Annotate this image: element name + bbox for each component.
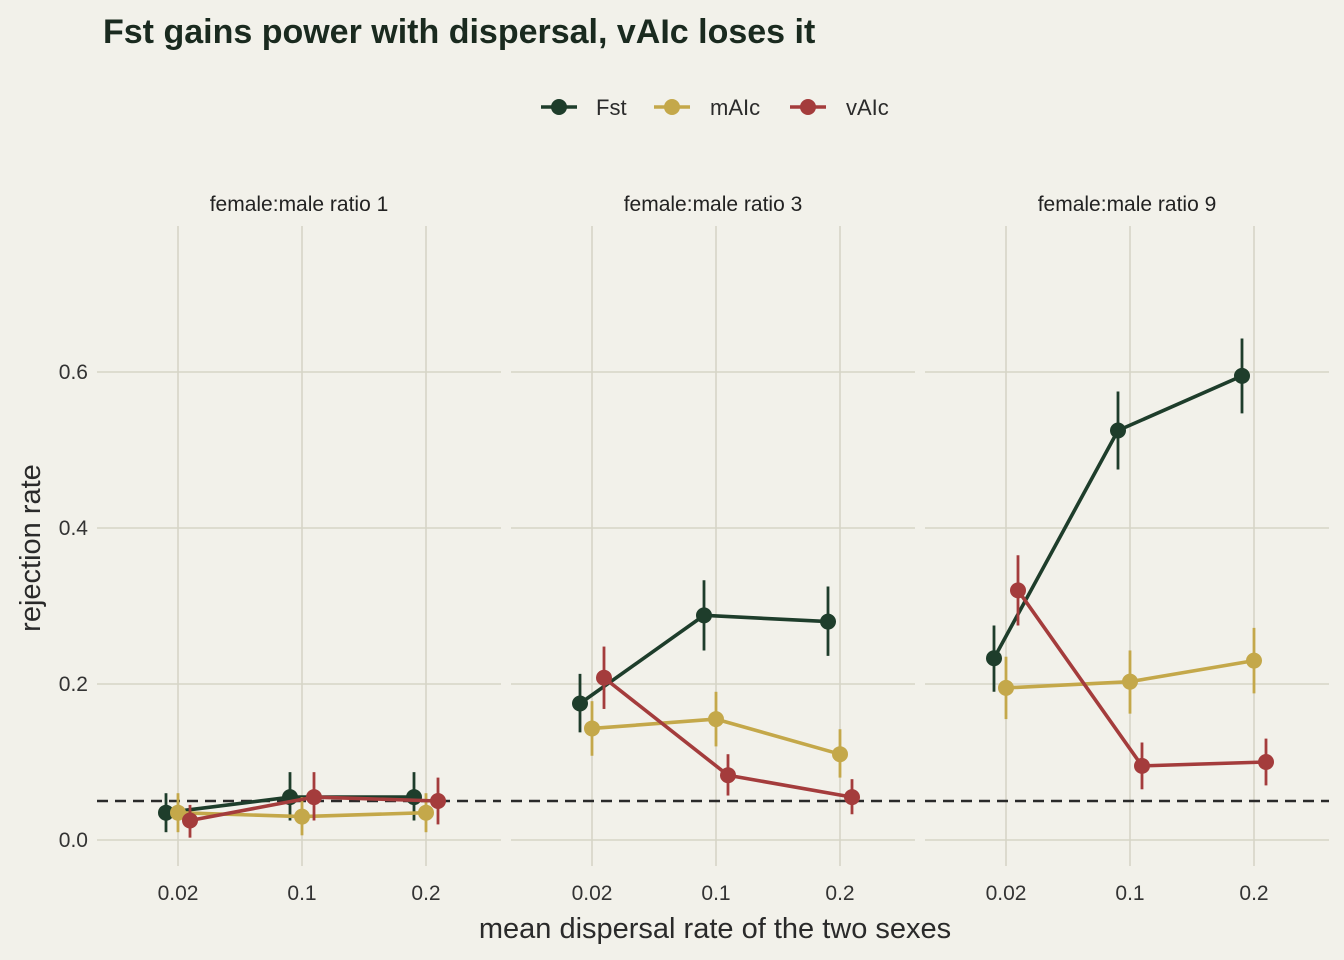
panel-1: female:male ratio 1 0.02 0.1 0.2 bbox=[97, 193, 501, 905]
data-point bbox=[1246, 652, 1262, 669]
series-maic bbox=[584, 691, 848, 778]
data-point bbox=[418, 804, 434, 821]
data-point bbox=[1110, 422, 1126, 439]
legend-item-fst: Fst bbox=[541, 95, 627, 120]
x-tick-label: 0.02 bbox=[986, 882, 1027, 905]
data-point bbox=[406, 789, 422, 806]
legend-label-maic: mAIc bbox=[710, 95, 760, 120]
x-tick-label: 0.2 bbox=[411, 882, 440, 905]
y-tick-label: 0.4 bbox=[59, 517, 89, 540]
data-point bbox=[820, 613, 836, 630]
y-tick-label: 0.0 bbox=[59, 829, 88, 852]
y-axis-title: rejection rate bbox=[15, 464, 47, 632]
legend-label-fst: Fst bbox=[596, 95, 627, 120]
series-maic bbox=[998, 627, 1262, 720]
data-point bbox=[596, 669, 612, 686]
data-point bbox=[430, 793, 446, 809]
x-axis-title: mean dispersal rate of the two sexes bbox=[479, 913, 951, 945]
data-point bbox=[572, 695, 588, 712]
data-point bbox=[182, 812, 198, 829]
legend-marker-maic bbox=[664, 99, 680, 115]
facet-panels: female:male ratio 10.02 0.1 0.2female:male… bbox=[97, 193, 1329, 905]
data-point bbox=[1258, 754, 1274, 770]
data-point bbox=[720, 767, 736, 784]
data-point bbox=[986, 650, 1002, 667]
series-fst bbox=[572, 580, 836, 733]
series-vaic bbox=[596, 646, 860, 815]
x-tick-label: 0.1 bbox=[287, 882, 316, 905]
x-tick-label: 0.2 bbox=[825, 882, 854, 905]
data-point bbox=[1010, 582, 1026, 599]
x-tick-label: 0.1 bbox=[1115, 882, 1144, 905]
series-vaic bbox=[1010, 555, 1274, 790]
panel-2: female:male ratio 3 0.02 0.1 0.2 bbox=[511, 193, 915, 905]
data-point bbox=[998, 679, 1014, 696]
y-tick-label: 0.2 bbox=[59, 673, 88, 696]
facet-label: female:male ratio 1 bbox=[210, 193, 389, 216]
legend-marker-vaic bbox=[800, 99, 816, 115]
series-vaic bbox=[182, 772, 446, 838]
series-fst bbox=[986, 338, 1250, 692]
legend-label-vaic: vAIc bbox=[846, 95, 889, 120]
data-point bbox=[844, 789, 860, 806]
x-tick-label: 0.02 bbox=[572, 882, 613, 905]
data-point bbox=[832, 746, 848, 763]
data-point bbox=[584, 720, 600, 737]
legend-item-vaic: vAIc bbox=[790, 95, 889, 120]
legend-marker-fst bbox=[551, 99, 567, 115]
data-point bbox=[170, 804, 186, 821]
data-point bbox=[294, 808, 310, 825]
panel-3: female:male ratio 9 0.02 0.1 0.2 bbox=[925, 193, 1329, 905]
data-point bbox=[1234, 367, 1250, 384]
legend: Fst mAIc vAIc bbox=[541, 95, 889, 120]
data-point bbox=[708, 711, 724, 728]
chart-title: Fst gains power with dispersal, vAIc los… bbox=[103, 13, 815, 51]
x-tick-label: 0.1 bbox=[701, 882, 730, 905]
legend-item-maic: mAIc bbox=[654, 95, 760, 120]
data-point bbox=[1122, 673, 1138, 690]
data-point bbox=[696, 607, 712, 624]
facet-label: female:male ratio 3 bbox=[624, 193, 803, 216]
x-tick-label: 0.2 bbox=[1239, 882, 1268, 905]
y-tick-label: 0.6 bbox=[59, 361, 88, 384]
x-tick-label: 0.02 bbox=[158, 882, 199, 905]
data-point bbox=[158, 804, 174, 821]
data-point bbox=[1134, 757, 1150, 774]
data-point bbox=[306, 789, 322, 806]
y-axis: 0.0 0.2 0.4 0.6 bbox=[59, 361, 89, 852]
facet-label: female:male ratio 9 bbox=[1038, 193, 1217, 216]
